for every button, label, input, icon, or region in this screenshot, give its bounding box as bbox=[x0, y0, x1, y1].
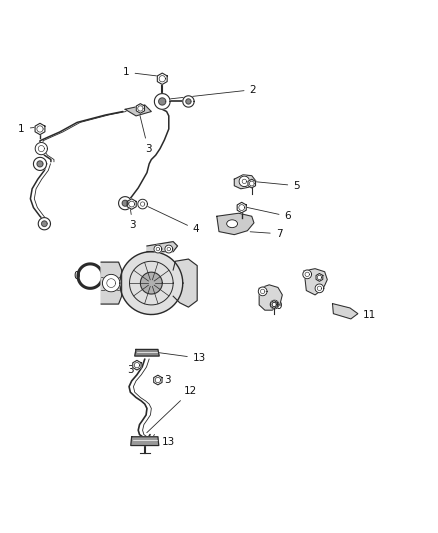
Polygon shape bbox=[131, 437, 159, 446]
Polygon shape bbox=[122, 200, 128, 206]
Text: 6: 6 bbox=[244, 207, 291, 221]
Text: 4: 4 bbox=[145, 205, 199, 235]
Polygon shape bbox=[159, 98, 166, 105]
Text: 12: 12 bbox=[147, 386, 198, 433]
Text: 13: 13 bbox=[161, 437, 175, 447]
Text: 1: 1 bbox=[123, 67, 159, 77]
Polygon shape bbox=[133, 360, 141, 370]
Polygon shape bbox=[239, 176, 250, 187]
Polygon shape bbox=[135, 350, 159, 356]
Text: 7: 7 bbox=[250, 229, 283, 239]
Polygon shape bbox=[38, 217, 50, 230]
Polygon shape bbox=[217, 213, 254, 235]
Text: 10: 10 bbox=[314, 273, 325, 282]
Text: 9: 9 bbox=[276, 301, 283, 311]
Polygon shape bbox=[332, 304, 358, 319]
Polygon shape bbox=[315, 284, 324, 293]
Text: 0: 0 bbox=[74, 271, 80, 281]
Polygon shape bbox=[259, 285, 283, 310]
Text: 2: 2 bbox=[170, 85, 256, 99]
Text: 8: 8 bbox=[175, 270, 188, 280]
Polygon shape bbox=[186, 99, 191, 104]
Polygon shape bbox=[101, 262, 122, 304]
Polygon shape bbox=[271, 301, 277, 309]
Polygon shape bbox=[316, 273, 323, 281]
Polygon shape bbox=[125, 105, 151, 116]
Polygon shape bbox=[304, 269, 327, 295]
Text: 3: 3 bbox=[127, 365, 134, 375]
Polygon shape bbox=[138, 199, 148, 209]
Polygon shape bbox=[154, 375, 162, 385]
Polygon shape bbox=[42, 221, 47, 227]
Text: 1: 1 bbox=[18, 124, 37, 134]
Polygon shape bbox=[173, 259, 197, 307]
Polygon shape bbox=[127, 199, 136, 209]
Polygon shape bbox=[248, 179, 255, 188]
Text: 5: 5 bbox=[254, 181, 300, 191]
Polygon shape bbox=[303, 270, 311, 279]
Polygon shape bbox=[119, 197, 132, 210]
Polygon shape bbox=[37, 161, 43, 167]
Text: 11: 11 bbox=[357, 310, 376, 319]
Polygon shape bbox=[258, 287, 267, 296]
Polygon shape bbox=[120, 252, 183, 314]
Polygon shape bbox=[147, 241, 177, 252]
Text: 13: 13 bbox=[154, 352, 206, 363]
Polygon shape bbox=[141, 272, 162, 294]
Polygon shape bbox=[157, 73, 167, 84]
Text: 3: 3 bbox=[164, 375, 171, 385]
Polygon shape bbox=[270, 300, 279, 309]
Ellipse shape bbox=[226, 220, 237, 228]
Polygon shape bbox=[35, 142, 47, 155]
Polygon shape bbox=[136, 103, 145, 113]
Polygon shape bbox=[237, 203, 246, 213]
Polygon shape bbox=[154, 94, 170, 109]
Text: 3: 3 bbox=[139, 111, 152, 154]
Polygon shape bbox=[102, 274, 120, 292]
Polygon shape bbox=[165, 245, 173, 253]
Polygon shape bbox=[183, 96, 194, 107]
Polygon shape bbox=[154, 245, 162, 253]
Polygon shape bbox=[33, 157, 46, 171]
Polygon shape bbox=[35, 123, 45, 135]
Polygon shape bbox=[234, 175, 256, 189]
Text: 3: 3 bbox=[130, 206, 136, 230]
